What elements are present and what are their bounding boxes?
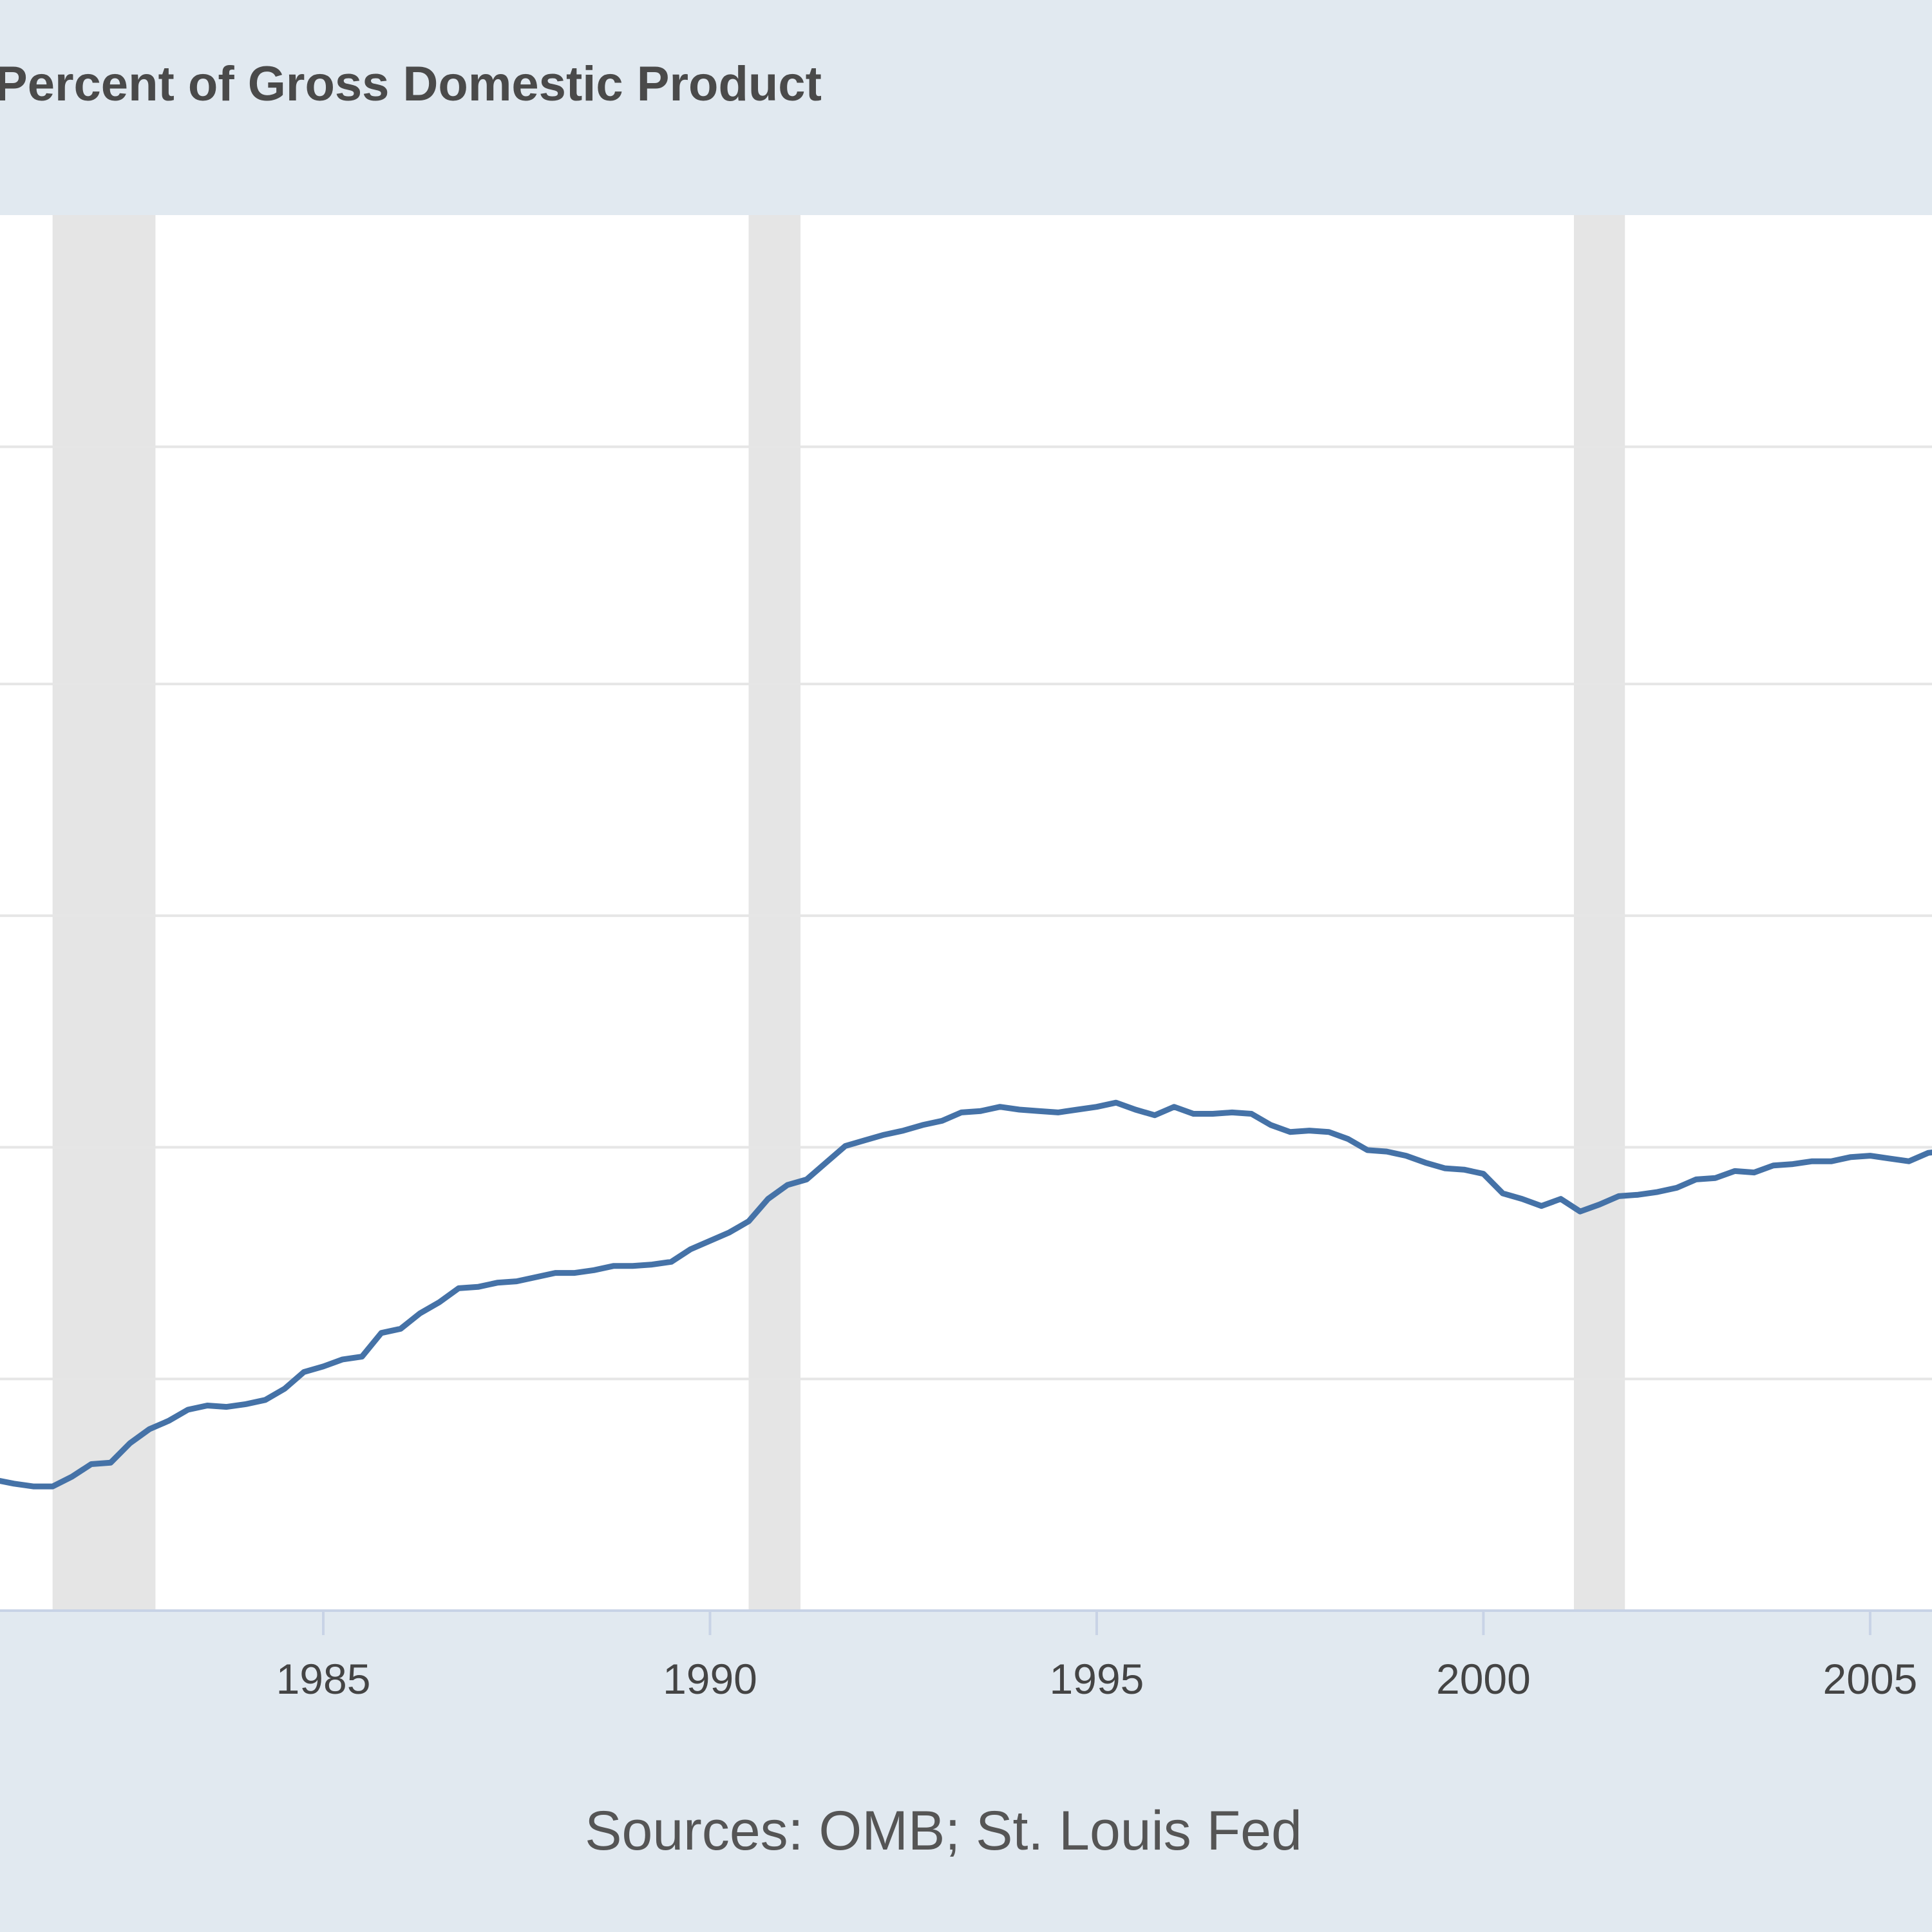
recession-band-3	[1573, 215, 1625, 1611]
gridlines	[0, 445, 1932, 1381]
series-line	[0, 1099, 1932, 1490]
x-tick-label-5: 2005	[1823, 1655, 1918, 1703]
x-tick-label-4: 2000	[1436, 1655, 1531, 1703]
x-tick-label-3: 1995	[1050, 1655, 1144, 1703]
units-label: Percent of Gross Domestic Product	[0, 57, 822, 111]
plot-area	[0, 215, 1932, 1611]
x-tick-label-2: 1990	[663, 1655, 757, 1703]
recession-band-2	[748, 215, 800, 1611]
x-tick-label-1: 1985	[276, 1655, 371, 1703]
source-note: Sources: OMB; St. Louis Fed	[585, 1800, 1302, 1862]
x-axis-ticks: 1985 1990 1995 2000 2005	[276, 1611, 1918, 1703]
recession-band-1	[52, 215, 156, 1611]
